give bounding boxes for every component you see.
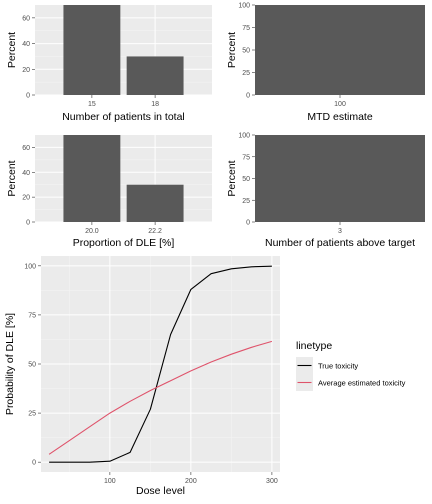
chart-4-ytick-label: 25 [242,198,250,205]
chart-1-ytick-label: 20 [22,67,30,74]
chart-1-panel [35,5,212,95]
chart-1-ytick-label: 40 [22,41,30,48]
chart-3-bar [126,184,184,222]
chart-1-ytick-label: 0 [26,93,30,100]
chart-1-bar [126,56,184,95]
line-chart-ytick-label: 50 [28,362,36,369]
legend-title: linetype [296,340,332,352]
chart-2-ytick-label: 0 [246,93,250,100]
chart-3-xtick-label: 22.2 [148,228,162,235]
chart-3-ytick-label: 0 [26,220,30,227]
chart-4-xtick-label: 3 [338,228,342,235]
chart-4-ytick-label: 75 [242,154,250,161]
chart-1-ylabel: Percent [6,32,18,68]
line-chart-ylabel: Probability of DLE [%] [4,313,16,415]
chart-2-ytick-label: 100 [238,3,250,10]
line-chart-xtick-label: 300 [266,478,278,485]
chart-2-bar [255,5,425,95]
line-chart-ytick-label: 75 [28,312,36,319]
legend-label: True toxicity [318,362,358,371]
chart-1-xtick-label: 15 [88,101,96,108]
chart-3-ytick-label: 20 [22,195,30,202]
chart-4-ytick-label: 50 [242,176,250,183]
chart-2-ytick-label: 50 [242,48,250,55]
chart-4-ylabel: Percent [226,160,238,196]
legend-label: Average estimated toxicity [318,379,406,388]
chart-3-xtick-label: 20.0 [85,228,99,235]
line-chart-ytick-label: 100 [24,263,36,270]
chart-1-ytick-label: 60 [22,15,30,22]
chart-4-bar [255,135,425,222]
chart-1-bar [63,5,121,95]
chart-2-xtick-label: 100 [334,101,346,108]
line-chart-ytick-label: 0 [32,460,36,467]
line-chart-xtick-label: 100 [104,478,116,485]
chart-3-ytick-label: 60 [22,145,30,152]
line-series-true-toxicity [49,265,272,463]
chart-2-ylabel: Percent [226,32,238,68]
chart-2-xlabel: MTD estimate [307,111,373,123]
chart-3-ylabel: Percent [6,160,18,196]
chart-4-ytick-label: 0 [246,220,250,227]
chart-1-xtick-label: 18 [151,101,159,108]
chart-4-ytick-label: 100 [238,133,250,140]
chart-2-ytick-label: 75 [242,25,250,32]
chart-3-bar [63,135,121,222]
chart-1-xlabel: Number of patients in total [62,111,185,123]
line-series-estimated-toxicity [48,340,273,455]
chart-3-panel [35,135,212,222]
line-chart-xtick-label: 200 [185,478,197,485]
chart-2-ytick-label: 25 [242,70,250,77]
line-chart-ytick-label: 25 [28,411,36,418]
chart-3-ytick-label: 40 [22,170,30,177]
chart-3-xlabel: Proportion of DLE [%] [73,237,175,249]
line-chart-xlabel: Dose level [136,485,185,497]
chart-4-xlabel: Number of patients above target [265,237,415,249]
